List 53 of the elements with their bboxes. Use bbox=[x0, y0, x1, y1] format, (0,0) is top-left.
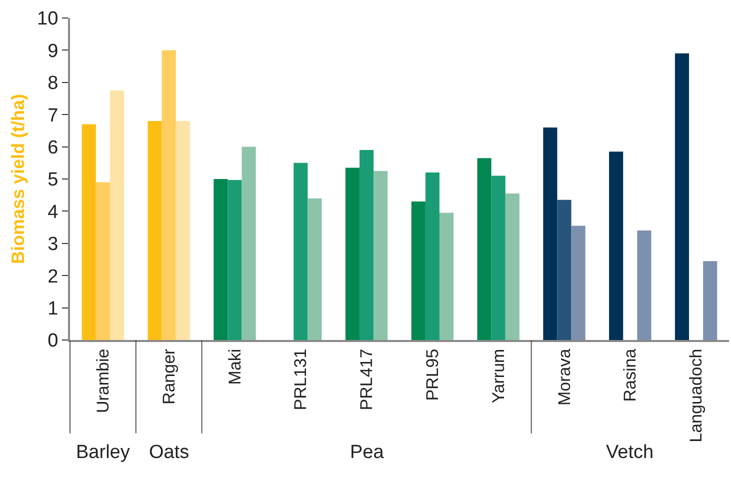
bar bbox=[505, 193, 520, 340]
bar bbox=[439, 212, 454, 340]
bar bbox=[609, 152, 624, 340]
bar bbox=[228, 180, 242, 340]
bar bbox=[110, 90, 124, 340]
bar bbox=[148, 121, 162, 340]
x-tick-label: Yarrum bbox=[488, 348, 508, 404]
y-tick-label: 10 bbox=[37, 8, 58, 30]
x-tick-label: Maki bbox=[225, 348, 244, 385]
bar bbox=[674, 53, 690, 340]
bar bbox=[345, 168, 360, 340]
x-tick-label: Morava bbox=[554, 348, 574, 406]
y-tick-label: 7 bbox=[48, 105, 58, 126]
bar bbox=[242, 146, 256, 340]
text: Pea bbox=[350, 442, 384, 463]
bar bbox=[214, 179, 228, 340]
x-tick-label: PRL417 bbox=[357, 348, 376, 410]
text: Oats bbox=[149, 442, 190, 463]
x-tick-label: PRL131 bbox=[291, 348, 310, 410]
bar bbox=[637, 230, 652, 340]
y-tick-label: 0 bbox=[48, 330, 58, 352]
bar bbox=[374, 170, 388, 340]
bar bbox=[543, 127, 558, 340]
y-axis-title: Biomass yield (t/ha) bbox=[8, 94, 28, 264]
bar bbox=[308, 198, 322, 340]
bar bbox=[294, 162, 308, 340]
y-tick-label: 4 bbox=[48, 202, 59, 223]
text: Barley bbox=[76, 442, 130, 463]
text: Vetch bbox=[606, 442, 654, 463]
y-tick-label: 1 bbox=[48, 298, 58, 320]
bar bbox=[491, 176, 506, 340]
bar bbox=[82, 124, 96, 340]
x-tick-label: Ranger bbox=[159, 348, 178, 405]
bar bbox=[162, 50, 176, 340]
x-tick-label: Urambie bbox=[93, 348, 112, 414]
bar bbox=[425, 172, 440, 340]
y-tick-label: 6 bbox=[48, 137, 58, 158]
bar bbox=[477, 158, 492, 340]
bar bbox=[360, 150, 374, 340]
y-tick-label: 9 bbox=[48, 40, 58, 62]
y-tick-label: 3 bbox=[48, 234, 58, 256]
y-tick-label: 5 bbox=[48, 170, 58, 191]
bar bbox=[571, 226, 586, 340]
bar bbox=[703, 261, 718, 340]
bar bbox=[557, 200, 572, 340]
x-tick-label: Rasina bbox=[620, 348, 640, 402]
x-tick-label: PRL95 bbox=[422, 348, 442, 401]
bar bbox=[411, 202, 426, 340]
bar bbox=[96, 182, 110, 340]
bar bbox=[176, 121, 190, 340]
y-tick-label: 8 bbox=[48, 73, 58, 94]
y-tick-label: 2 bbox=[48, 266, 58, 288]
x-tick-label: Languadoch bbox=[686, 348, 706, 442]
